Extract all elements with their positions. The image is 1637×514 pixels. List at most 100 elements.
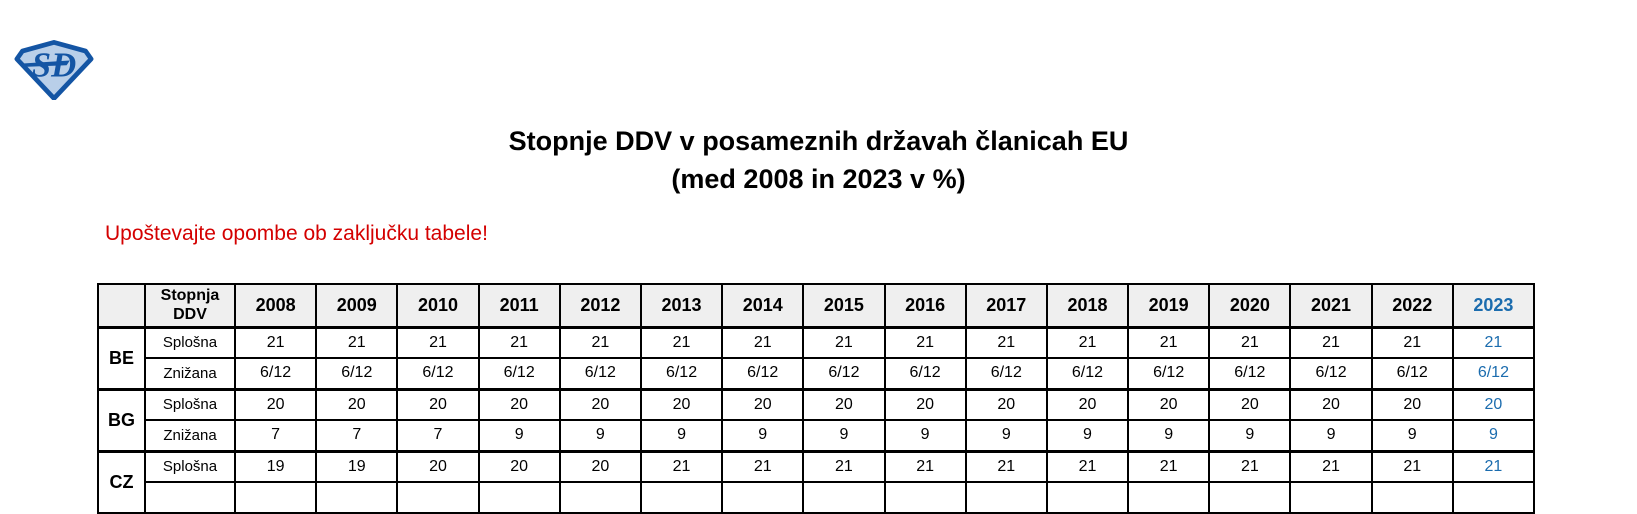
rate-value-cell: 21 (802, 325, 886, 359)
country-cell: BE (97, 325, 146, 390)
rate-value-cell: 20 (883, 387, 967, 421)
page-title-line1: Stopnje DDV v posameznih državah članica… (508, 126, 1129, 156)
rate-type-cell: Znižana (144, 357, 236, 390)
year-header-cell: 2023 (1451, 283, 1536, 329)
rate-value-cell: 21 (558, 325, 642, 359)
rate-value-cell (802, 481, 886, 514)
rate-value-cell (233, 481, 318, 514)
rate-value-cell: 6/12 (1370, 357, 1454, 390)
table-row: Znižana 6/12 6/12 6/12 6/12 6/12 6/12 6/12 6/12 6… (98, 357, 1536, 390)
table-row: Znižana 7 7 7 9 9 9 9 9 9 9 9 9 9 9 9 9 (98, 419, 1536, 452)
rate-header-cell: Stopnja DDV (144, 283, 236, 329)
year-header-cell: 2015 (802, 283, 886, 329)
rate-value-cell: 20 (964, 387, 1048, 421)
year-header-cell: 2021 (1289, 283, 1373, 329)
rate-value-cell: 20 (1451, 387, 1536, 421)
rate-value-cell: 21 (315, 325, 399, 359)
rate-value-cell: 9 (1127, 419, 1211, 452)
rate-value-cell: 20 (639, 387, 724, 421)
year-header-cell: 2012 (558, 283, 642, 329)
rate-value-cell: 9 (964, 419, 1048, 452)
sd-logo-icon: SD (14, 40, 94, 101)
rate-value-cell (883, 481, 967, 514)
rate-value-cell: 7 (396, 419, 480, 452)
rate-value-cell: 9 (802, 419, 886, 452)
rate-value-cell (1127, 481, 1211, 514)
rate-value-cell: 21 (1289, 325, 1373, 359)
rate-value-cell (639, 481, 724, 514)
rate-value-cell: 20 (802, 387, 886, 421)
corner-cell (97, 283, 146, 329)
vat-table-header: Stopnja DDV 2008 2009 2010 2011 2012 2013 2014 2… (97, 283, 1536, 329)
rate-value-cell: 20 (396, 387, 480, 421)
rate-value-cell: 9 (1289, 419, 1373, 452)
vat-table-body: BE Splošna 21 21 21 21 21 21 21 21 21 21 21 21 21 21 21 2… (97, 325, 1536, 514)
rate-value-cell: 21 (639, 325, 724, 359)
rate-value-cell: 21 (477, 325, 561, 359)
rate-value-cell: 6/12 (477, 357, 561, 390)
rate-value-cell: 19 (233, 449, 318, 483)
table-row: CZ Splošna 19 19 20 20 20 21 21 21 21 21 21 21 21 21 21 2… (97, 449, 1536, 514)
rate-value-cell (964, 481, 1048, 514)
rate-value-cell: 6/12 (883, 357, 967, 390)
year-header-cell: 2020 (1208, 283, 1292, 329)
rate-value-cell: 9 (558, 419, 642, 452)
year-header-cell: 2011 (477, 283, 561, 329)
year-header-cell: 2014 (721, 283, 805, 329)
rate-value-cell: 21 (721, 325, 805, 359)
rate-value-cell: 6/12 (721, 357, 805, 390)
rate-value-cell: 6/12 (558, 357, 642, 390)
sd-logo: SD (14, 40, 94, 101)
rate-value-cell: 6/12 (315, 357, 399, 390)
rate-value-cell (1451, 481, 1536, 514)
rate-value-cell: 20 (721, 387, 805, 421)
rate-value-cell: 21 (721, 449, 805, 483)
year-header-cell: 2016 (883, 283, 967, 329)
country-cell: BG (97, 387, 146, 452)
rate-value-cell: 20 (477, 387, 561, 421)
rate-value-cell: 21 (1127, 449, 1211, 483)
table-row: BE Splošna 21 21 21 21 21 21 21 21 21 21 21 21 21 21 21 2… (97, 325, 1536, 390)
rate-value-cell (558, 481, 642, 514)
rate-value-cell (315, 481, 399, 514)
year-header-cell: 2018 (1045, 283, 1130, 329)
rate-value-cell (477, 481, 561, 514)
year-header-cell: 2017 (964, 283, 1048, 329)
rate-value-cell: 21 (233, 325, 318, 359)
rate-value-cell: 20 (1370, 387, 1454, 421)
rate-value-cell: 9 (1370, 419, 1454, 452)
rate-value-cell: 21 (1451, 449, 1536, 483)
rate-value-cell: 20 (315, 387, 399, 421)
vat-table: Stopnja DDV 2008 2009 2010 2011 2012 2013 2014 2… (97, 283, 1536, 514)
rate-value-cell: 20 (396, 449, 480, 483)
rate-value-cell: 9 (883, 419, 967, 452)
rate-value-cell: 21 (1289, 449, 1373, 483)
rate-value-cell: 7 (233, 419, 318, 452)
rate-value-cell: 6/12 (233, 357, 318, 390)
rate-value-cell: 21 (883, 325, 967, 359)
rate-value-cell: 20 (233, 387, 318, 421)
rate-value-cell: 6/12 (639, 357, 724, 390)
year-header-cell: 2022 (1370, 283, 1454, 329)
rate-value-cell: 21 (1451, 325, 1536, 359)
rate-value-cell: 21 (1127, 325, 1211, 359)
rate-value-cell: 20 (558, 387, 642, 421)
rate-value-cell: 21 (1045, 449, 1130, 483)
rate-value-cell: 20 (1289, 387, 1373, 421)
country-cell: CZ (97, 449, 146, 514)
page-title: Stopnje DDV v posameznih državah članica… (0, 122, 1637, 198)
rate-value-cell (1208, 481, 1292, 514)
rate-type-cell: Splošna (144, 387, 236, 421)
rate-value-cell: 21 (964, 449, 1048, 483)
year-header-cell: 2009 (315, 283, 399, 329)
year-header-cell: 2010 (396, 283, 480, 329)
rate-value-cell: 21 (1370, 449, 1454, 483)
year-header-cell: 2013 (639, 283, 724, 329)
rate-value-cell (1370, 481, 1454, 514)
rate-value-cell: 21 (1208, 325, 1292, 359)
rate-value-cell: 6/12 (396, 357, 480, 390)
rate-value-cell: 6/12 (1127, 357, 1211, 390)
rate-value-cell (721, 481, 805, 514)
rate-value-cell: 21 (1370, 325, 1454, 359)
rate-value-cell: 9 (1451, 419, 1536, 452)
